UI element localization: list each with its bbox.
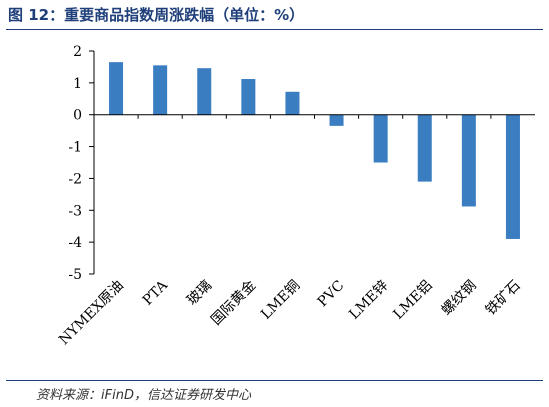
x-category-label: NYMEX原油 <box>56 278 127 349</box>
x-category-label: 螺纹钢 <box>439 278 480 319</box>
bar <box>373 114 388 163</box>
bar <box>153 65 168 115</box>
zero-axis <box>94 114 535 119</box>
bar <box>109 62 124 115</box>
bars <box>109 62 520 239</box>
y-tick-label: 2 <box>73 44 82 60</box>
y-tick-label: -5 <box>68 267 82 283</box>
bar <box>241 79 256 115</box>
bar <box>285 91 300 115</box>
title-divider <box>6 29 543 30</box>
y-axis: 2 1 0 -1 -2 -3 -4 -5 <box>68 44 95 283</box>
source-divider <box>6 380 543 381</box>
y-tick-label: -3 <box>68 203 82 219</box>
x-category-label: 铁矿石 <box>483 278 524 319</box>
x-category-label: 国际黄金 <box>208 277 260 329</box>
y-tick-label: -1 <box>68 140 82 156</box>
source-note: 资料来源：iFinD，信达证券研发中心 <box>36 388 251 403</box>
y-tick-label: -2 <box>68 171 82 187</box>
y-tick-label: 1 <box>73 76 82 92</box>
x-category-label: LME锌 <box>346 278 391 323</box>
bar <box>461 114 476 207</box>
bar <box>417 114 432 182</box>
bar <box>197 68 212 115</box>
x-category-label: LME铝 <box>390 278 435 323</box>
x-category-label: LME铜 <box>258 278 303 323</box>
bar <box>329 114 344 126</box>
bar <box>505 114 520 239</box>
x-category-label: PTA <box>140 277 172 309</box>
y-tick-label: 0 <box>73 108 82 124</box>
y-tick-label: -4 <box>68 235 82 251</box>
x-category-label: PVC <box>315 278 348 311</box>
chart-title: 图 12：重要商品指数周涨跌幅（单位：%） <box>8 6 305 24</box>
x-category-label: 玻璃 <box>183 277 215 309</box>
